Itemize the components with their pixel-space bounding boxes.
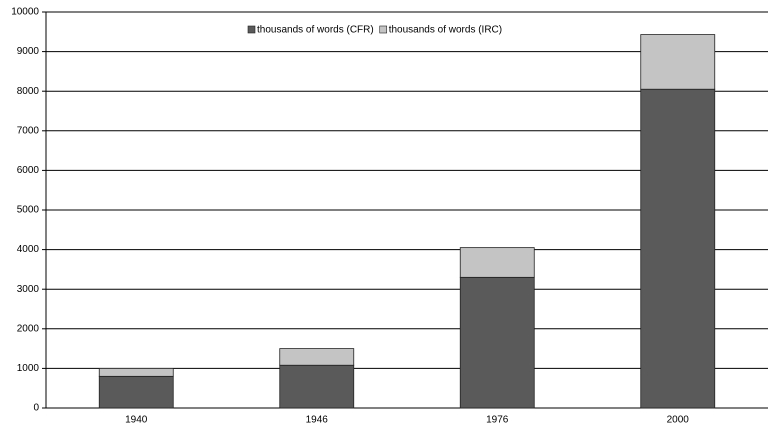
x-tick-label: 1946 [306, 415, 329, 426]
bar-segment [459, 276, 535, 409]
x-tick-label: 2000 [667, 415, 690, 426]
x-tick-label: 1976 [486, 415, 509, 426]
bar-segment [98, 367, 174, 377]
y-tick-label: 9000 [17, 46, 40, 57]
y-tick-label: 10000 [11, 7, 39, 18]
y-tick-label: 2000 [17, 323, 40, 334]
y-tick-label: 0 [33, 403, 39, 414]
y-tick-label: 1000 [17, 363, 40, 374]
legend-swatch [379, 25, 388, 34]
y-tick-label: 8000 [17, 86, 40, 97]
legend-swatch [247, 25, 256, 34]
bar-segment [640, 88, 716, 409]
bar-segment [279, 348, 355, 366]
bar-segment [459, 247, 535, 278]
y-tick-label: 6000 [17, 165, 40, 176]
y-tick-label: 4000 [17, 244, 40, 255]
bar-segment [640, 34, 716, 90]
y-tick-label: 7000 [17, 125, 40, 136]
legend-label: thousands of words (IRC) [389, 25, 502, 36]
legend-label: thousands of words (CFR) [257, 25, 374, 36]
bar-segment [98, 375, 174, 409]
y-tick-label: 3000 [17, 284, 40, 295]
x-tick-label: 1940 [125, 415, 148, 426]
bar-segment [279, 364, 355, 409]
y-tick-label: 5000 [17, 205, 40, 216]
